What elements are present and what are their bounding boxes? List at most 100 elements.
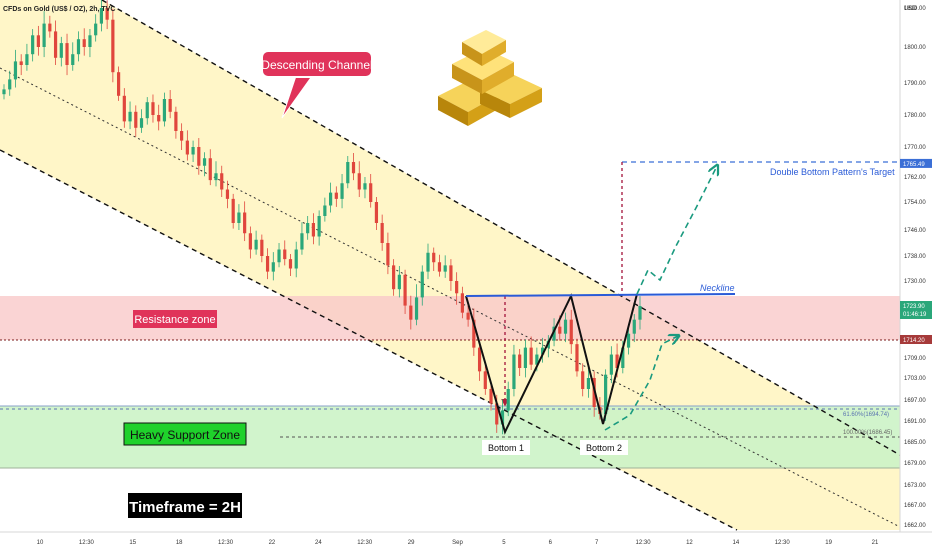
bottom-2-label: Bottom 2 — [586, 443, 622, 453]
y-tick-label: 1746.00 — [904, 228, 926, 234]
candle-body — [300, 233, 304, 250]
candle-body — [59, 43, 63, 58]
candle-body — [214, 173, 218, 181]
y-tick-label: 1810.00 — [904, 6, 926, 12]
candle-body — [243, 212, 247, 234]
candle-body — [31, 35, 35, 55]
price-tag-sublabel: 01:46:19 — [903, 312, 927, 318]
candle-body — [111, 19, 115, 73]
candle-body — [449, 265, 453, 281]
x-tick-label: 29 — [408, 540, 415, 546]
x-tick-label: 24 — [315, 540, 322, 546]
time-axis-background — [0, 532, 932, 550]
price-axis-background — [900, 0, 932, 550]
candle-body — [483, 371, 487, 389]
candle-body — [13, 61, 18, 80]
candle-body — [248, 233, 252, 250]
x-tick-label: 12:30 — [775, 540, 791, 546]
candle-body — [36, 35, 40, 47]
price-tags: 1765.49 1723.90 01:46:19 1714.20 — [900, 158, 932, 344]
candle-body — [116, 72, 121, 96]
y-tick-label: 1800.00 — [904, 45, 926, 51]
channel-upper-line — [101, 0, 901, 456]
y-tick-label: 1730.00 — [904, 279, 926, 285]
candle-body — [288, 259, 293, 269]
candle-body — [506, 389, 510, 411]
candle-body — [586, 378, 591, 389]
bullish-projection-alt — [604, 336, 678, 431]
price-tag-label: 1723.90 — [903, 304, 925, 310]
candle-body — [82, 39, 86, 47]
candle-body — [569, 319, 573, 345]
candle-body — [311, 223, 316, 237]
x-tick-label: 6 — [549, 540, 553, 546]
candle-body — [220, 173, 224, 190]
candle-body — [581, 371, 585, 389]
candle-body — [558, 326, 562, 334]
candle-body — [260, 239, 264, 256]
price-tag-box — [900, 335, 932, 344]
candle-body — [380, 223, 384, 243]
candle-body — [99, 8, 104, 24]
price-tag-box — [900, 158, 932, 168]
y-tick-label: 1762.00 — [904, 175, 926, 181]
candle-body — [237, 212, 241, 223]
candle-body — [19, 61, 23, 65]
candle-body — [472, 319, 476, 348]
candle-body — [626, 333, 631, 348]
candle-body — [65, 43, 69, 65]
candle-body — [552, 326, 556, 341]
x-tick-label: 12:30 — [636, 540, 652, 546]
x-tick-label: 10 — [37, 540, 44, 546]
price-tag-label: 1765.49 — [903, 162, 925, 168]
candle-body — [403, 274, 407, 306]
channel-callout-box — [261, 50, 373, 78]
candle-body — [374, 202, 379, 223]
candle-body — [495, 403, 499, 425]
candle-body — [575, 344, 579, 372]
candle-body — [48, 23, 52, 32]
price-axis-unit: USD — [904, 6, 917, 12]
neckline — [465, 293, 736, 297]
candle-body — [88, 35, 92, 47]
y-tick-label: 1673.00 — [904, 483, 926, 489]
candle-body — [317, 216, 321, 237]
bottom-1-label: Bottom 1 — [488, 443, 524, 453]
candle-body — [397, 274, 401, 290]
y-tick-label: 1770.00 — [904, 145, 926, 151]
candle-body — [8, 79, 12, 90]
channel-callout-label: Descending Channel — [261, 58, 372, 72]
neckline-label: Neckline — [700, 283, 735, 293]
bottom-1-label-box — [482, 440, 530, 455]
candle-body — [185, 140, 189, 155]
candle-body — [283, 249, 287, 260]
candle-body — [122, 95, 126, 122]
candle-body — [632, 319, 636, 334]
candle-body — [145, 102, 149, 119]
price-tag-label: 1714.20 — [903, 338, 925, 344]
y-tick-label: 1709.00 — [904, 356, 926, 362]
candle-body — [134, 111, 138, 128]
candle-body — [271, 262, 275, 272]
x-tick-label: 5 — [502, 540, 506, 546]
candles — [2, 0, 642, 435]
candle-body — [328, 192, 333, 206]
candle-body — [535, 354, 539, 365]
time-axis-ticks: 10 12:30 15 18 12:30 22 24 12:30 29 Sep 5 6 7 12:30 12… — [37, 540, 879, 546]
candle-body — [265, 256, 270, 272]
x-tick-label: 12:30 — [79, 540, 95, 546]
candle-body — [357, 173, 361, 190]
candle-body — [254, 239, 258, 250]
candle-body — [477, 347, 482, 372]
support-label-box — [123, 422, 247, 446]
fib-label-100: 100.00%(1686.45) — [843, 430, 892, 436]
candle-body — [386, 243, 390, 266]
candle-body — [231, 198, 235, 223]
candle-body — [466, 312, 470, 320]
candle-body — [346, 162, 350, 184]
price-axis-ticks: 1810.00 1800.00 1790.00 1780.00 1770.00 1762.… — [904, 6, 926, 529]
candle-body — [306, 223, 310, 234]
y-tick-label: 1754.00 — [904, 200, 926, 206]
candle-body — [208, 158, 212, 181]
support-label: Heavy Support Zone — [130, 428, 240, 442]
